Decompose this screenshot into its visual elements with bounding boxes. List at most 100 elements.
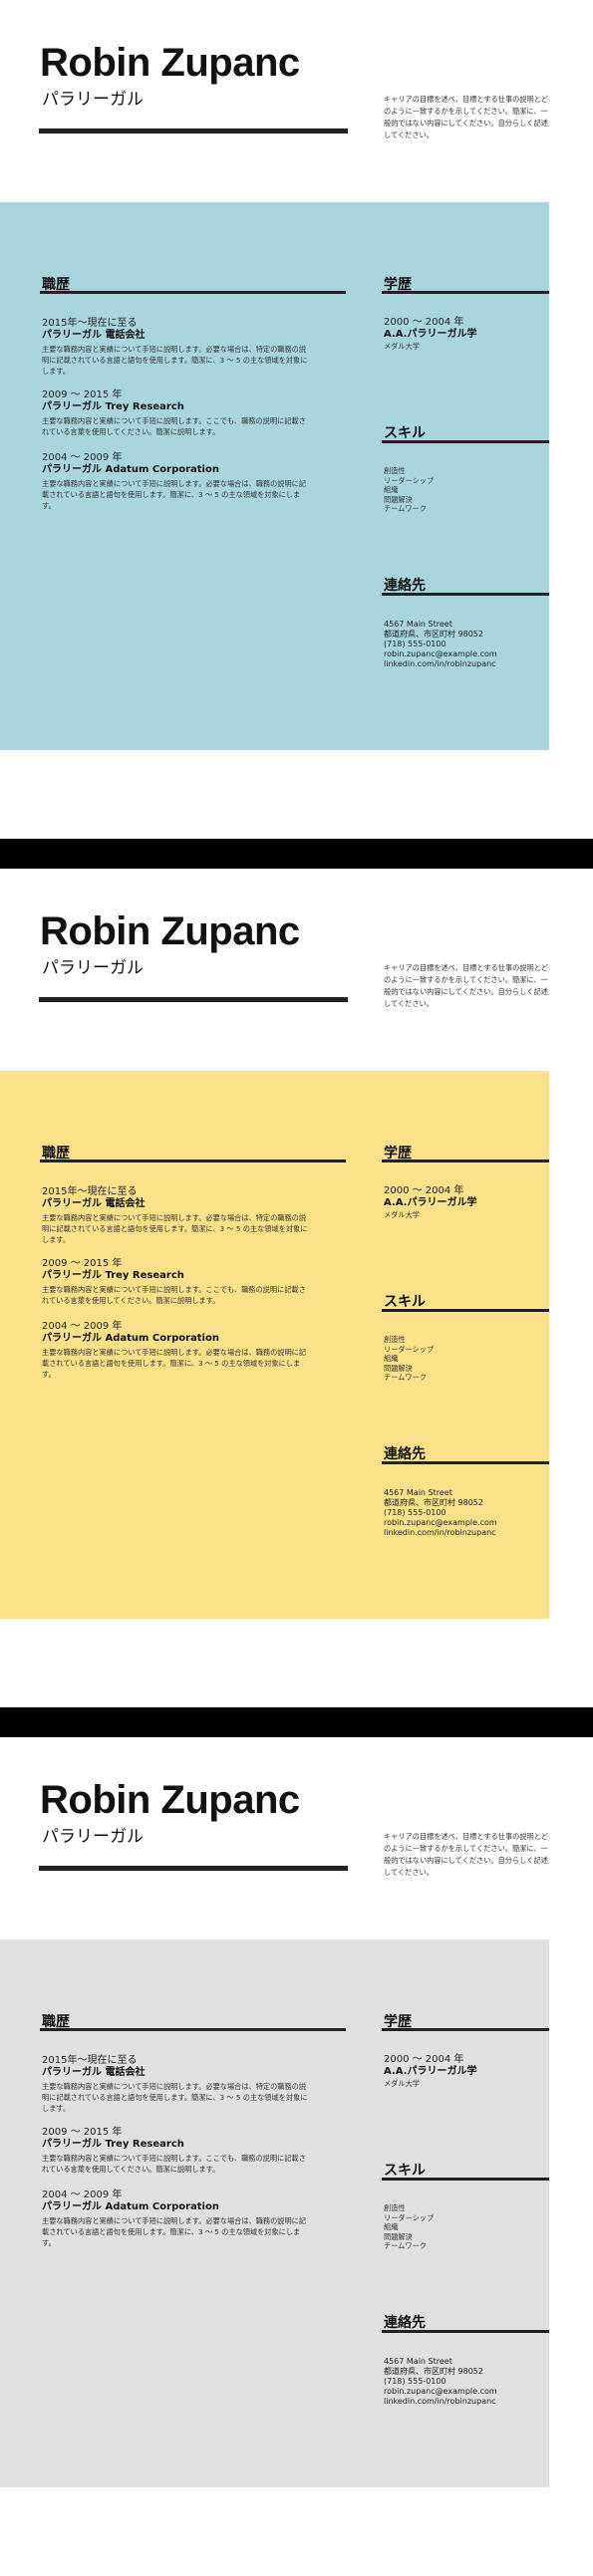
contact-phone: (718) 555-0100 [384, 640, 446, 648]
skill-item: 問題解決 [384, 1363, 413, 1373]
candidate-name: Robin Zupanc [40, 909, 300, 953]
job-description: 主要な職務内容と実績について手短に説明します。必要な場合は、職務の説明に記載され… [42, 1348, 307, 1379]
job-date: 2009 ～ 2015 年 [42, 2127, 123, 2138]
contact-address-line2: 都道府県、市区町村 98052 [384, 630, 483, 639]
contact-block: 4567 Main Street 都道府県、市区町村 98052 (718) 5… [384, 620, 543, 669]
skill-item: 組織 [384, 2222, 399, 2231]
skills-heading: スキル [384, 425, 426, 441]
job-entry: 2009 ～ 2015 年 パラリーガル Trey Research 主要な職務… [42, 1258, 311, 1306]
job-company: パラリーガル Trey Research [42, 1270, 184, 1281]
content-band: 職歴 2015年～現在に至る パラリーガル 電話会社 主要な職務内容と実績につい… [0, 1071, 549, 1619]
education-school: メダル大学 [384, 1210, 420, 1219]
skill-item: リーダーシップ [384, 2212, 435, 2222]
skill-item: 組織 [384, 485, 399, 494]
job-description: 主要な職務内容と実績について手短に説明します。必要な場合は、特定の職務の説明に記… [42, 345, 308, 376]
contact-block: 4567 Main Street 都道府県、市区町村 98052 (718) 5… [384, 2357, 543, 2407]
job-entry: 2015年～現在に至る パラリーガル 電話会社 主要な職務内容と実績について手短… [42, 318, 311, 377]
header-divider [39, 129, 348, 133]
contact-heading: 連絡先 [384, 2315, 426, 2331]
education-school: メダル大学 [384, 342, 420, 351]
candidate-name: Robin Zupanc [40, 1778, 300, 1822]
job-description: 主要な職務内容と実績について手短に説明します。ここでも、職務の説明に記載されてい… [42, 1285, 306, 1305]
contact-address-line1: 4567 Main Street [384, 620, 452, 629]
skills-heading: スキル [384, 2163, 426, 2179]
job-company: パラリーガル 電話会社 [42, 330, 146, 341]
education-school: メダル大学 [384, 2079, 420, 2088]
contact-email[interactable]: robin.zupanc@example.com [384, 649, 497, 658]
education-divider [382, 291, 549, 294]
job-date: 2015年～現在に至る [42, 318, 138, 329]
page-separator [0, 1707, 593, 1737]
experience-heading: 職歴 [42, 1146, 70, 1161]
contact-linkedin[interactable]: linkedin.com/in/robinzupanc [384, 2397, 496, 2406]
education-entry: 2000 ～ 2004 年 A.A.パラリーガル学 メダル大学 [384, 1185, 543, 1220]
skills-divider [382, 440, 549, 443]
objective-text: キャリアの目標を述べ、目標とする仕事の説明とどのように一致するかを示してください… [384, 1832, 549, 1877]
job-date: 2015年～現在に至る [42, 1186, 138, 1197]
job-entry: 2015年～現在に至る パラリーガル 電話会社 主要な職務内容と実績について手短… [42, 2055, 311, 2114]
contact-linkedin[interactable]: linkedin.com/in/robinzupanc [384, 659, 496, 668]
skills-divider [382, 1309, 549, 1312]
job-company: パラリーガル Trey Research [42, 2139, 184, 2150]
education-degree: A.A.パラリーガル学 [384, 1197, 477, 1208]
job-date: 2004 ～ 2009 年 [42, 2190, 123, 2200]
experience-heading: 職歴 [42, 277, 70, 293]
job-description: 主要な職務内容と実績について手短に説明します。必要な場合は、特定の職務の説明に記… [42, 2082, 308, 2113]
resume-page: Robin Zupanc パラリーガル キャリアの目標を述べ、目標とする仕事の説… [0, 0, 593, 839]
skill-item: チームワーク [384, 504, 427, 513]
skills-list: 創造性 リーダーシップ 組織 問題解決 チームワーク [384, 2203, 543, 2251]
candidate-title: パラリーガル [42, 1827, 144, 1847]
experience-divider [40, 291, 346, 294]
skill-item: チームワーク [384, 2241, 427, 2250]
skills-divider [382, 2178, 549, 2181]
education-entry: 2000 ～ 2004 年 A.A.パラリーガル学 メダル大学 [384, 317, 543, 352]
skill-item: 創造性 [384, 2203, 406, 2212]
contact-block: 4567 Main Street 都道府県、市区町村 98052 (718) 5… [384, 1488, 543, 1538]
education-degree: A.A.パラリーガル学 [384, 329, 477, 340]
contact-email[interactable]: robin.zupanc@example.com [384, 1518, 497, 1527]
contact-divider [382, 1461, 549, 1464]
skills-list: 創造性 リーダーシップ 組織 問題解決 チームワーク [384, 1335, 543, 1383]
header-divider [39, 997, 348, 1002]
contact-divider [382, 593, 549, 596]
contact-phone: (718) 555-0100 [384, 1508, 446, 1517]
header-divider [39, 1866, 348, 1871]
job-description: 主要な職務内容と実績について手短に説明します。必要な場合は、特定の職務の説明に記… [42, 1213, 308, 1244]
skill-item: 組織 [384, 1354, 399, 1363]
skill-item: チームワーク [384, 1373, 427, 1382]
education-date: 2000 ～ 2004 年 [384, 317, 464, 328]
job-date: 2009 ～ 2015 年 [42, 389, 123, 400]
job-entry: 2009 ～ 2015 年 パラリーガル Trey Research 主要な職務… [42, 389, 311, 437]
job-entry: 2004 ～ 2009 年 パラリーガル Adatum Corporation … [42, 1321, 311, 1380]
contact-address-line1: 4567 Main Street [384, 1488, 452, 1497]
contact-heading: 連絡先 [384, 1446, 426, 1462]
job-date: 2015年～現在に至る [42, 2055, 138, 2066]
experience-divider [40, 2028, 346, 2031]
education-divider [382, 1159, 549, 1162]
job-description: 主要な職務内容と実績について手短に説明します。必要な場合は、職務の説明に記載され… [42, 2216, 307, 2247]
resume-page: Robin Zupanc パラリーガル キャリアの目標を述べ、目標とする仕事の説… [0, 1737, 593, 2576]
page-separator [0, 839, 593, 869]
skill-item: リーダーシップ [384, 475, 435, 485]
education-date: 2000 ～ 2004 年 [384, 2054, 464, 2065]
experience-heading: 職歴 [42, 2014, 70, 2030]
experience-divider [40, 1159, 346, 1162]
contact-email[interactable]: robin.zupanc@example.com [384, 2387, 497, 2396]
skill-item: 創造性 [384, 466, 406, 475]
education-divider [382, 2028, 549, 2031]
job-date: 2004 ～ 2009 年 [42, 1321, 123, 1332]
contact-address-line2: 都道府県、市区町村 98052 [384, 1498, 483, 1507]
job-entry: 2009 ～ 2015 年 パラリーガル Trey Research 主要な職務… [42, 2127, 311, 2175]
job-company: パラリーガル Adatum Corporation [42, 1333, 219, 1344]
content-band: 職歴 2015年～現在に至る パラリーガル 電話会社 主要な職務内容と実績につい… [0, 1939, 549, 2487]
skills-heading: スキル [384, 1294, 426, 1310]
contact-address-line2: 都道府県、市区町村 98052 [384, 2367, 483, 2376]
job-company: パラリーガル 電話会社 [42, 1198, 146, 1209]
education-entry: 2000 ～ 2004 年 A.A.パラリーガル学 メダル大学 [384, 2054, 543, 2089]
contact-address-line1: 4567 Main Street [384, 2357, 452, 2366]
job-company: パラリーガル Trey Research [42, 401, 184, 412]
job-date: 2009 ～ 2015 年 [42, 1258, 123, 1269]
job-description: 主要な職務内容と実績について手短に説明します。ここでも、職務の説明に記載されてい… [42, 416, 306, 436]
contact-linkedin[interactable]: linkedin.com/in/robinzupanc [384, 1528, 496, 1537]
